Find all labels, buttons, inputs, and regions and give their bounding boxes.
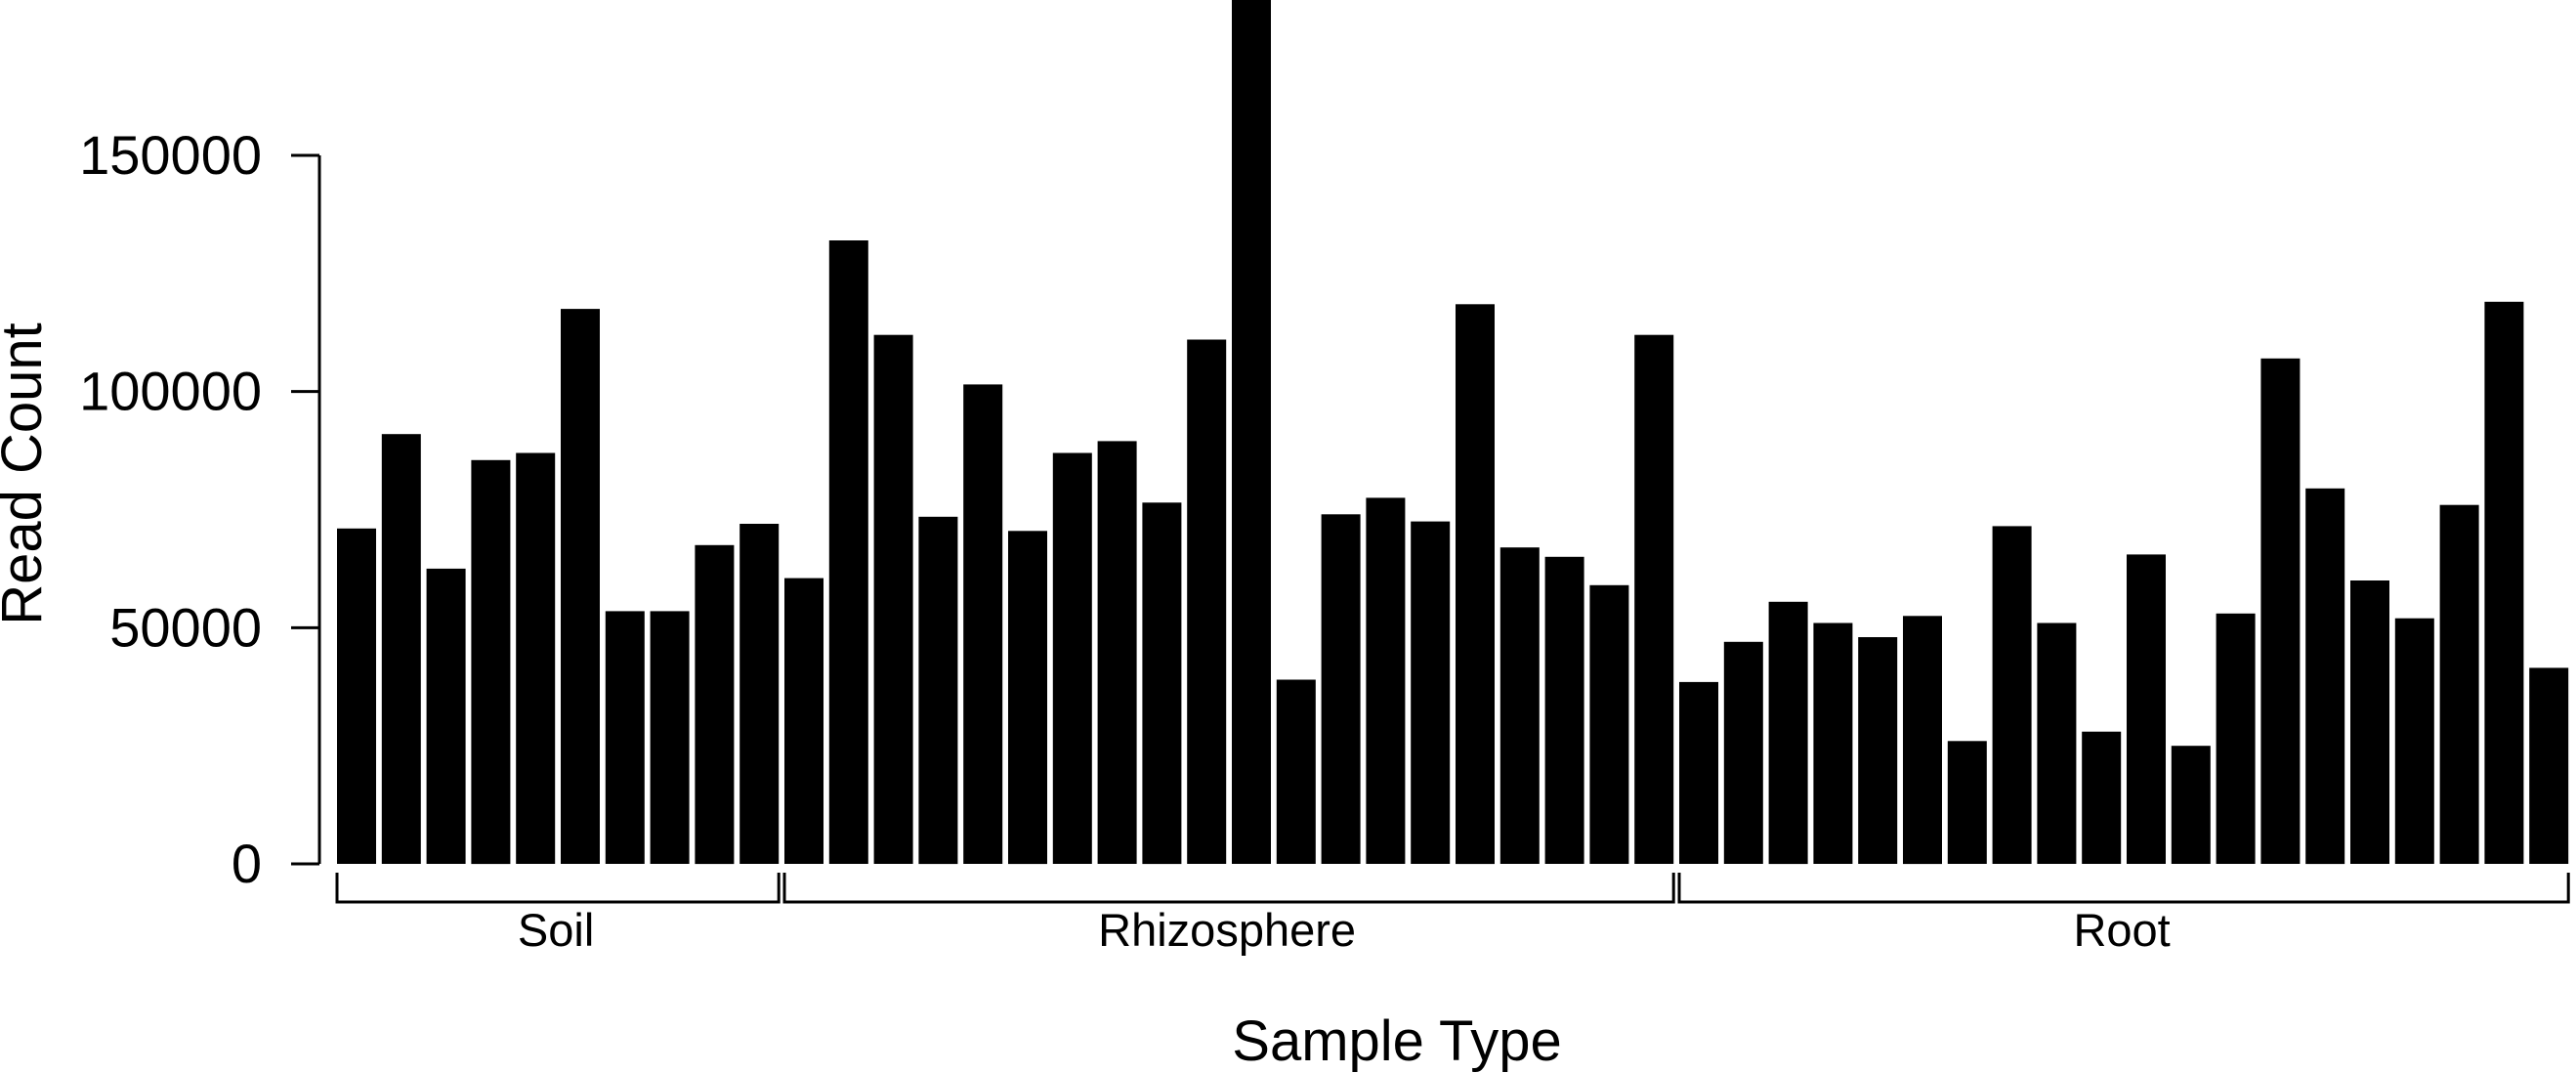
bar	[1813, 622, 1853, 864]
bar	[1947, 741, 1987, 864]
bar	[1142, 502, 1182, 865]
y-tick-label: 100000	[79, 361, 262, 422]
bar	[695, 544, 735, 865]
bar	[1634, 334, 1674, 864]
bar	[918, 516, 958, 865]
bar	[2305, 488, 2345, 865]
bar	[2216, 613, 2256, 864]
bar	[784, 578, 823, 864]
bar	[561, 309, 600, 865]
y-tick-label: 50000	[109, 596, 262, 658]
bar	[381, 434, 421, 864]
bar	[739, 524, 780, 864]
bar	[1052, 452, 1092, 864]
bar	[1411, 521, 1451, 864]
bar	[1366, 497, 1406, 864]
y-tick-label: 0	[232, 833, 262, 894]
group-label: Root	[2073, 904, 2170, 956]
bar	[471, 459, 511, 865]
bar	[1544, 556, 1584, 864]
bar	[1903, 616, 1942, 865]
bar	[1276, 679, 1316, 864]
bar	[2484, 301, 2524, 864]
bar	[2037, 622, 2077, 864]
bar	[1768, 601, 1808, 865]
bar	[426, 568, 466, 864]
bar	[2171, 746, 2211, 864]
bar	[1723, 641, 1763, 864]
bar	[1008, 531, 1047, 865]
bar	[650, 611, 690, 864]
bar	[2394, 618, 2434, 864]
bar	[873, 334, 913, 864]
bars-group	[337, 0, 2569, 865]
bar	[1679, 681, 1718, 864]
y-axis-label: Read Count	[0, 322, 54, 625]
bar	[828, 240, 868, 864]
bar	[1858, 637, 1898, 864]
group-bracket	[335, 873, 781, 904]
bar	[963, 384, 1003, 864]
bar	[1187, 339, 1227, 864]
bar	[337, 528, 376, 864]
bar	[1097, 441, 1137, 864]
y-tick-label: 150000	[79, 124, 262, 186]
bar	[2350, 580, 2389, 864]
bar	[1232, 0, 1271, 864]
bar	[2439, 504, 2479, 864]
bar	[2082, 731, 2122, 864]
group-bracket	[1677, 873, 2570, 904]
group-bracket	[782, 873, 1675, 904]
group-axis: Soil Rhizosphere Root	[335, 873, 2570, 956]
group-label: Rhizosphere	[1098, 904, 1356, 956]
bar	[516, 452, 556, 864]
y-axis: 0 50000 100000 150000	[79, 124, 321, 894]
bar	[1456, 304, 1495, 865]
bar	[1321, 514, 1361, 864]
x-axis-label: Sample Type	[1232, 1009, 1561, 1073]
bar	[1589, 584, 1629, 864]
bar	[1499, 547, 1540, 864]
group-label: Soil	[518, 904, 594, 956]
bar	[2260, 358, 2301, 864]
bar	[2529, 667, 2569, 864]
bar	[605, 611, 645, 864]
bar	[2127, 554, 2166, 864]
bar	[1992, 526, 2032, 864]
